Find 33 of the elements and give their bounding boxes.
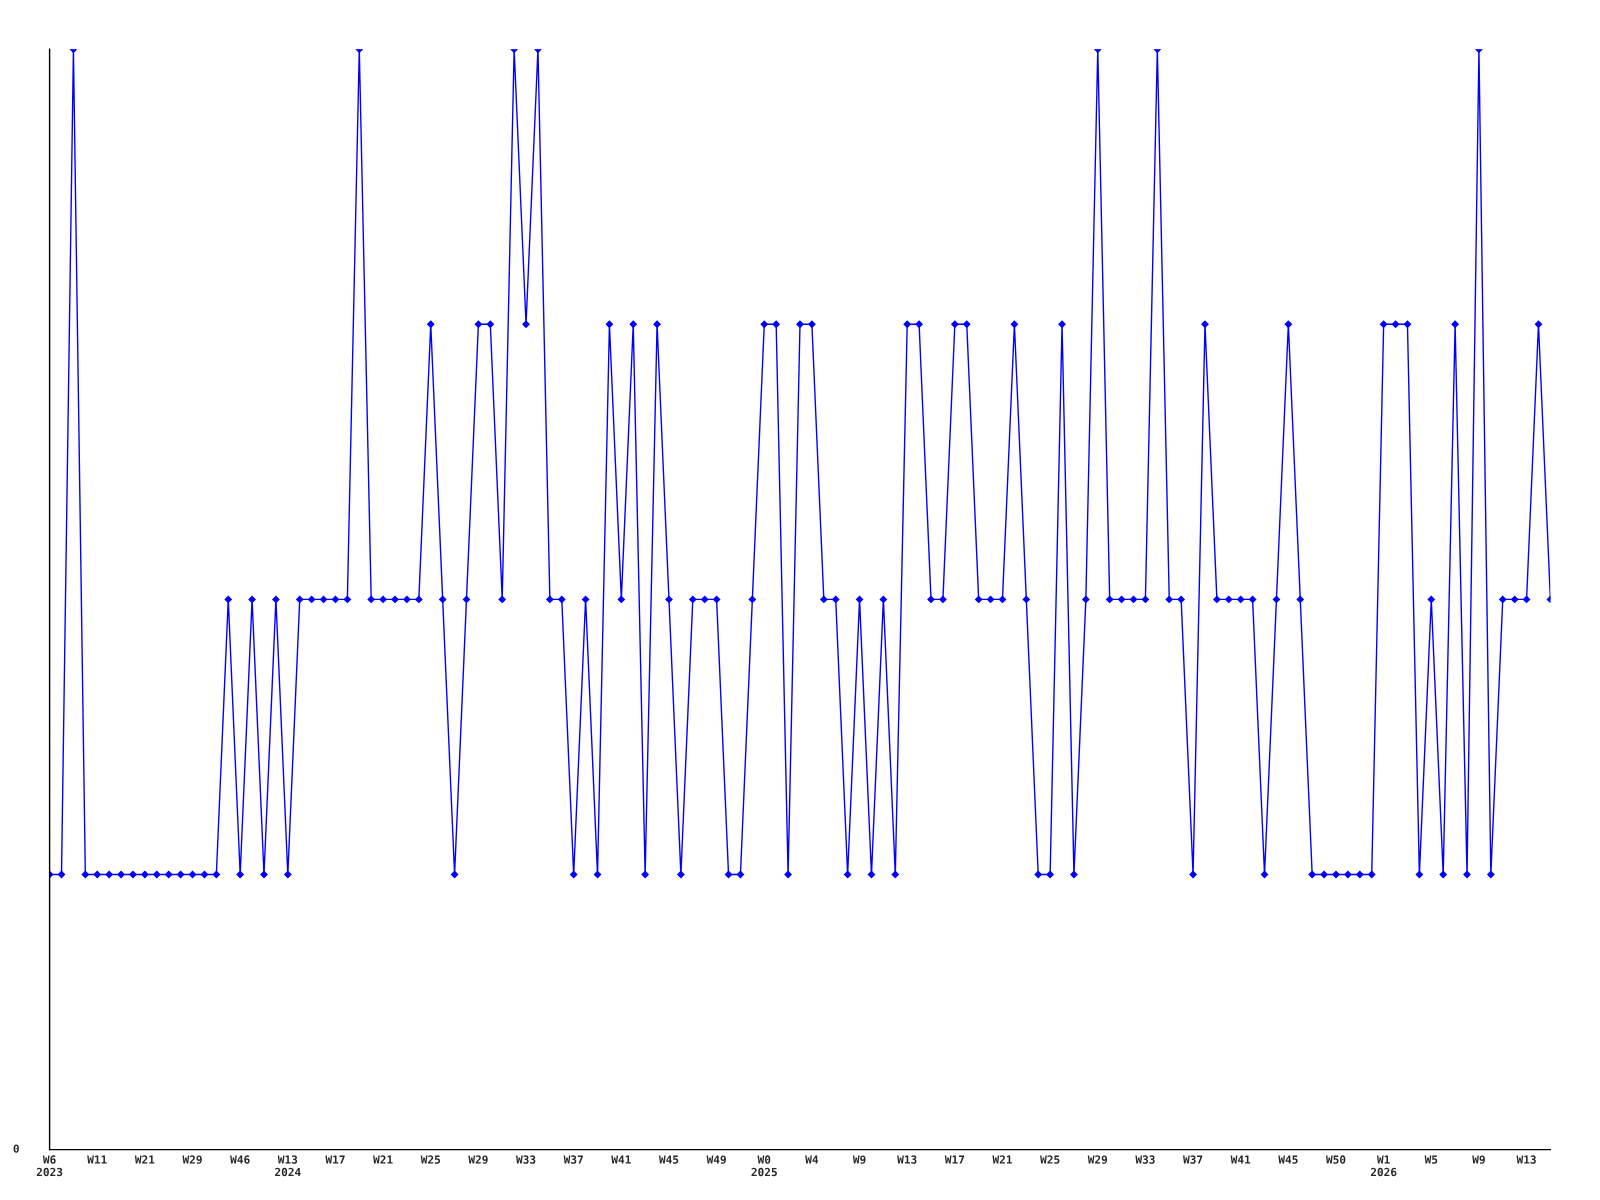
x-tick-label: W37 bbox=[563, 1155, 583, 1164]
x-tick-label: W46 bbox=[230, 1155, 250, 1164]
x-tick-label: W41 bbox=[611, 1155, 631, 1164]
x-tick-label: W41 bbox=[1230, 1155, 1251, 1164]
x-tick-label: W25 bbox=[420, 1155, 441, 1164]
x-tick-label: W1 2026 bbox=[1370, 1155, 1397, 1177]
x-tick-label: W25 bbox=[1040, 1155, 1060, 1164]
x-tick-label: W11 bbox=[87, 1155, 107, 1164]
x-tick-label: W17 bbox=[325, 1155, 345, 1164]
text: 0 bbox=[13, 1144, 19, 1153]
x-tick-label: W33 bbox=[1135, 1155, 1155, 1164]
x-tick-label: W17 bbox=[944, 1155, 965, 1164]
x-tick-label: W33 bbox=[516, 1155, 536, 1164]
x-tick-label: W9 bbox=[852, 1155, 866, 1164]
x-tick-label: W45 bbox=[1278, 1155, 1298, 1164]
x-tick-label: W21 bbox=[992, 1155, 1012, 1164]
x-tick-label: W6 2023 bbox=[36, 1155, 63, 1177]
x-tick-label: W9 bbox=[1472, 1155, 1485, 1164]
x-tick-label: W45 bbox=[658, 1155, 679, 1164]
x-tick-label: W13 2024 bbox=[275, 1155, 301, 1177]
x-tick-label: W5 bbox=[1424, 1155, 1438, 1164]
x-tick-label: W4 bbox=[805, 1155, 819, 1164]
x-tick-label: W0 2025 bbox=[751, 1155, 777, 1177]
x-tick-label: W21 bbox=[373, 1155, 393, 1164]
x-tick-label: W49 bbox=[706, 1155, 726, 1164]
x-tick-label: W29 bbox=[1087, 1155, 1108, 1164]
x-tick-label: W13 bbox=[897, 1155, 917, 1164]
x-tick-label: W50 bbox=[1325, 1155, 1346, 1164]
x-tick-label: W21 bbox=[134, 1155, 155, 1164]
x-tick-label: W29 bbox=[182, 1155, 202, 1164]
x-tick-label: W37 bbox=[1183, 1155, 1203, 1164]
x-tick-label: W29 bbox=[468, 1155, 488, 1164]
x-tick-label: W13 bbox=[1516, 1155, 1536, 1164]
